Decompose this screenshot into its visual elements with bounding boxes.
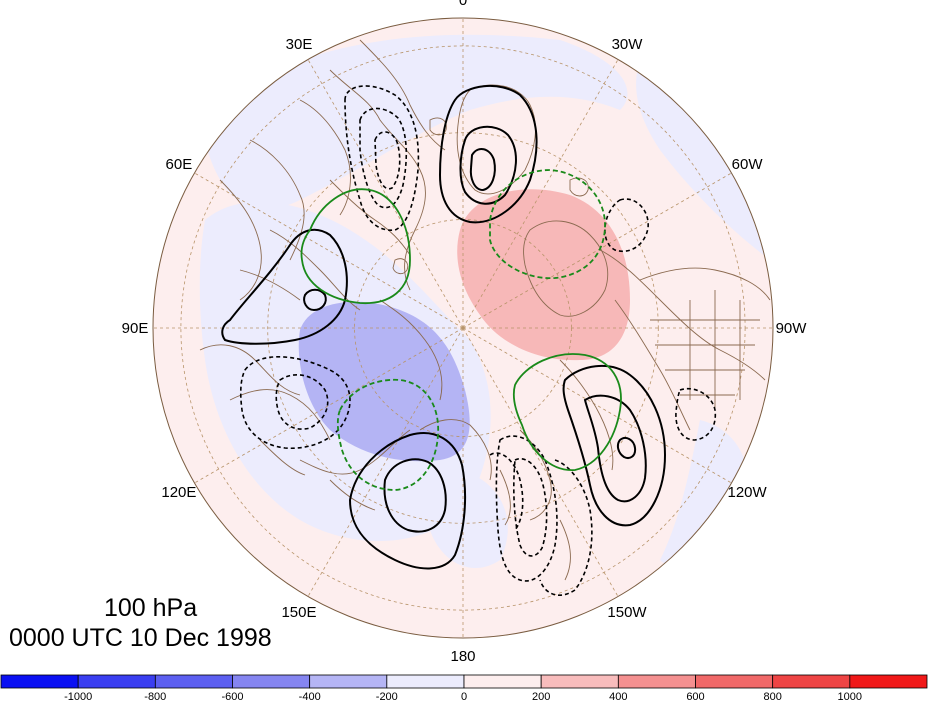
longitude-labels: 0 30E 30W 60E 60W 90E 90W 120E 120W 150E 150W 180 <box>122 0 808 665</box>
colorbar-tick-label: -800 <box>144 691 166 702</box>
colorbar-tick-label: 400 <box>609 691 627 702</box>
colorbar-tick-label: 800 <box>764 691 782 702</box>
colorbar-tick-label: -1000 <box>64 691 92 702</box>
colorbar-tick-label: 200 <box>532 691 550 702</box>
colorbar-box <box>0 674 79 689</box>
meridian-line <box>462 59 619 329</box>
graticule <box>153 18 773 638</box>
colorbar-tick-label: -600 <box>221 691 243 702</box>
lon-label-180: 180 <box>450 648 475 665</box>
negative-contours <box>239 85 717 596</box>
colorbar: -1000 -800 -600 -400 -200 0 200 400 600 800 1000 <box>0 674 928 702</box>
meridian-line <box>307 327 464 597</box>
lon-label-120w: 120W <box>728 484 768 501</box>
meridian-line <box>462 327 732 484</box>
meridian-line <box>462 327 619 597</box>
colorbar-box <box>232 674 311 689</box>
colorbar-tick-label: 600 <box>686 691 704 702</box>
lon-label-120e: 120E <box>161 484 196 501</box>
lon-label-150w: 150W <box>607 604 647 621</box>
lon-label-90w: 90W <box>776 320 808 337</box>
meridian-line <box>307 59 464 329</box>
colorbar-tick-label: 0 <box>461 691 467 702</box>
colorbar-box <box>540 674 619 689</box>
positive-contours <box>221 84 667 570</box>
lon-label-30w: 30W <box>612 36 644 53</box>
colorbar-box <box>695 674 774 689</box>
colorbar-box <box>463 674 542 689</box>
green-contours <box>300 169 622 491</box>
meridian-line <box>194 172 464 329</box>
colorbar-box <box>772 674 851 689</box>
colorbar-box <box>154 674 233 689</box>
lon-label-60w: 60W <box>732 156 764 173</box>
lon-label-0: 0 <box>459 0 467 9</box>
colorbar-box <box>849 674 928 689</box>
lon-label-90e: 90E <box>122 320 149 337</box>
meridian-line <box>194 327 464 484</box>
neg-shading-south <box>429 470 508 569</box>
colorbar-tick-label: 1000 <box>838 691 862 702</box>
neg-shading-east <box>636 60 770 260</box>
time-title: 0000 UTC 10 Dec 1998 <box>9 624 272 652</box>
colorbar-box <box>77 674 156 689</box>
colorbar-tick-label: -400 <box>299 691 321 702</box>
lon-label-30e: 30E <box>286 36 313 53</box>
colorbar-box <box>386 674 465 689</box>
colorbar-box <box>617 674 696 689</box>
colorbar-tick-label: -200 <box>376 691 398 702</box>
lon-label-150e: 150E <box>281 604 316 621</box>
pressure-level-title: 100 hPa <box>104 594 198 622</box>
lon-label-60e: 60E <box>166 156 193 173</box>
latitude-circle <box>180 45 746 611</box>
colorbar-box <box>309 674 388 689</box>
meridian-line <box>462 172 732 329</box>
neg-shading-strong <box>298 301 470 462</box>
